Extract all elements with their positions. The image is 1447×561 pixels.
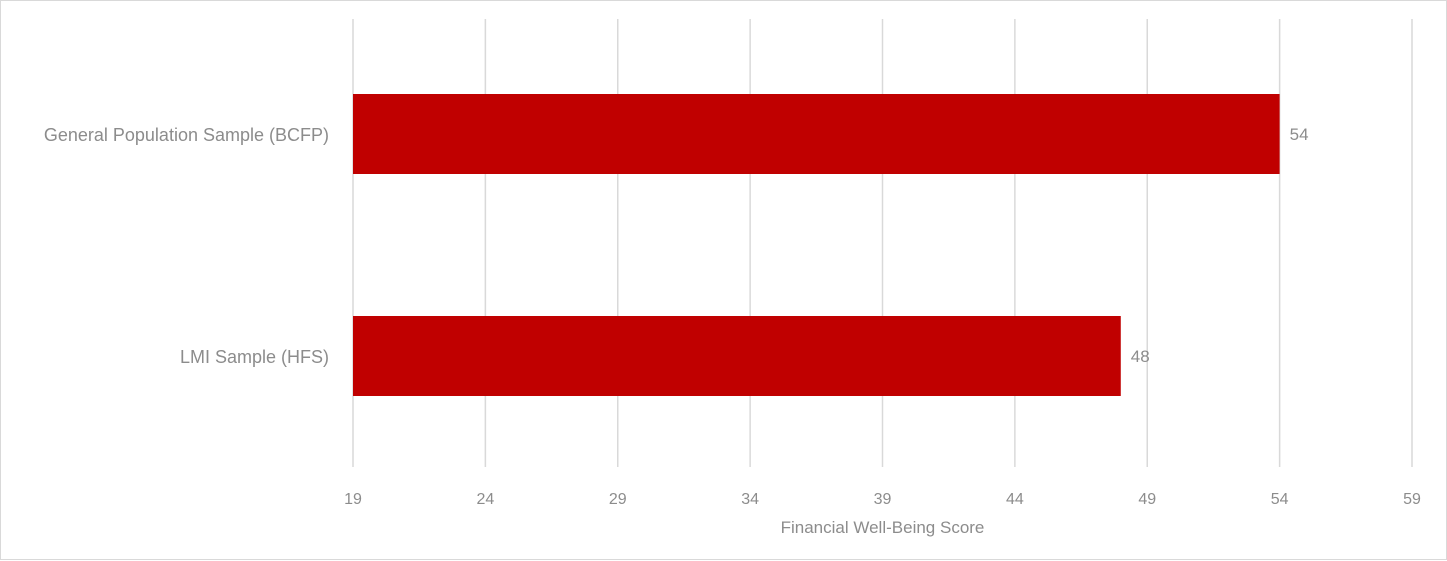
x-tick-label-19: 19 xyxy=(344,491,362,508)
x-tick-label-24: 24 xyxy=(476,491,494,508)
x-tick-label-34: 34 xyxy=(741,491,759,508)
x-tick-labels: 19 24 29 34 39 44 49 54 59 xyxy=(344,491,1421,508)
bar-1 xyxy=(353,94,1280,174)
gridlines xyxy=(352,19,1413,467)
bars xyxy=(353,94,1280,396)
category-label-2: LMI Sample (HFS) xyxy=(180,347,329,367)
x-tick-label-59: 59 xyxy=(1403,491,1421,508)
x-tick-label-29: 29 xyxy=(609,491,627,508)
category-labels: General Population Sample (BCFP) LMI Samp… xyxy=(44,125,329,367)
x-tick-label-39: 39 xyxy=(874,491,892,508)
x-axis-title: Financial Well-Being Score xyxy=(781,518,985,537)
x-tick-label-49: 49 xyxy=(1138,491,1156,508)
bar-2 xyxy=(353,316,1121,396)
category-label-1: General Population Sample (BCFP) xyxy=(44,125,329,145)
data-label-1: 54 xyxy=(1290,125,1309,144)
data-label-2: 48 xyxy=(1131,347,1150,366)
x-tick-label-54: 54 xyxy=(1271,491,1289,508)
x-tick-label-44: 44 xyxy=(1006,491,1024,508)
data-labels: 54 48 xyxy=(1131,125,1309,366)
